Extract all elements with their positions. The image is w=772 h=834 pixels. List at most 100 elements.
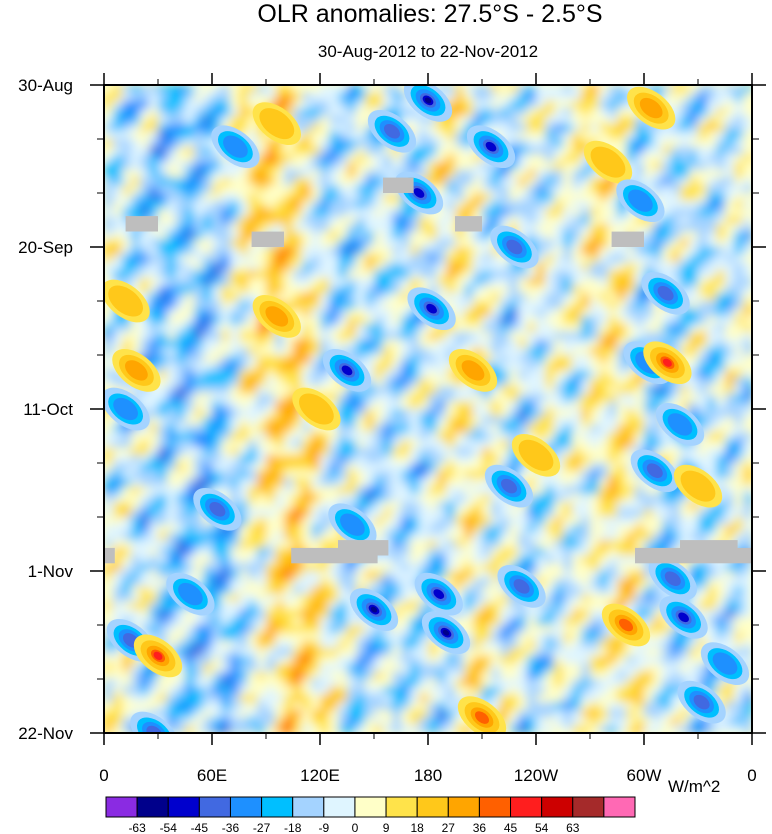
field-cell (608, 362, 618, 372)
field-cell (455, 339, 465, 348)
field-cell (311, 532, 321, 541)
field-cell (410, 517, 420, 526)
field-cell (734, 385, 744, 395)
field-cell (203, 401, 213, 410)
field-cell (671, 339, 681, 348)
field-cell (122, 439, 132, 449)
field-cell (536, 177, 546, 186)
field-cell (329, 262, 339, 271)
field-cell (293, 239, 303, 248)
field-cell (194, 162, 204, 171)
field-cell (194, 401, 204, 410)
field-cell (680, 162, 690, 171)
field-cell (410, 424, 420, 433)
field-cell (743, 208, 752, 217)
field-cell (716, 200, 726, 210)
field-cell (545, 370, 555, 379)
field-cell (311, 432, 321, 441)
field-cell (599, 123, 609, 132)
field-cell (311, 139, 321, 148)
field-cell (320, 270, 330, 279)
field-cell (203, 555, 213, 564)
field-cell (293, 216, 303, 225)
field-cell (374, 378, 384, 387)
field-cell (131, 439, 141, 449)
field-cell (644, 316, 654, 325)
field-cell (599, 532, 609, 541)
field-cell (518, 208, 528, 217)
field-cell (698, 594, 708, 603)
field-cell (122, 540, 132, 549)
field-cell (698, 108, 708, 117)
field-cell (104, 455, 114, 464)
field-cell (581, 162, 591, 171)
field-cell (716, 447, 726, 456)
field-cell (221, 308, 231, 318)
field-cell (149, 254, 159, 264)
field-cell (599, 355, 609, 364)
field-cell (212, 331, 222, 341)
field-cell (653, 154, 663, 163)
field-cell (113, 571, 123, 580)
field-cell (653, 169, 663, 179)
field-cell (446, 409, 456, 418)
field-cell (302, 355, 312, 364)
field-cell (446, 385, 456, 395)
field-cell (320, 85, 330, 94)
field-cell (563, 100, 573, 109)
field-cell (104, 308, 114, 318)
field-cell (608, 254, 618, 264)
field-cell (689, 185, 699, 194)
field-cell (662, 85, 672, 94)
field-cell (167, 262, 177, 271)
field-cell (212, 247, 222, 256)
field-cell (320, 463, 330, 472)
field-cell (716, 586, 726, 595)
field-cell (248, 416, 258, 426)
field-cell (581, 115, 591, 125)
field-cell (347, 409, 357, 418)
field-cell (653, 146, 663, 156)
field-cell (743, 463, 752, 472)
field-cell (203, 524, 213, 534)
field-cell (302, 331, 312, 341)
field-cell (212, 416, 222, 426)
field-cell (122, 316, 132, 325)
field-cell (410, 409, 420, 418)
field-cell (455, 239, 465, 248)
field-cell (212, 563, 222, 572)
field-cell (185, 285, 195, 294)
field-cell (743, 486, 752, 495)
field-cell (482, 509, 492, 518)
field-cell (626, 470, 636, 480)
field-cell (401, 524, 411, 534)
field-cell (509, 223, 519, 233)
field-cell (455, 447, 465, 456)
field-cell (725, 401, 735, 410)
field-cell (428, 355, 438, 364)
field-cell (392, 169, 402, 179)
field-cell (635, 609, 645, 618)
field-cell (203, 478, 213, 487)
field-cell (545, 432, 555, 441)
field-cell (725, 231, 735, 240)
field-cell (698, 285, 708, 294)
field-cell (473, 115, 483, 125)
field-cell (482, 540, 492, 549)
field-cell (122, 385, 132, 395)
field-cell (743, 193, 752, 202)
field-cell (734, 316, 744, 325)
field-cell (131, 563, 141, 572)
field-cell (743, 223, 752, 233)
field-cell (527, 200, 537, 210)
field-cell (743, 115, 752, 125)
field-cell (284, 370, 294, 379)
field-cell (131, 617, 141, 626)
field-cell (689, 262, 699, 271)
field-cell (293, 347, 303, 356)
field-cell (122, 231, 132, 240)
field-cell (653, 594, 663, 603)
field-cell (455, 146, 465, 156)
field-cell (212, 324, 222, 333)
field-cell (554, 378, 564, 387)
